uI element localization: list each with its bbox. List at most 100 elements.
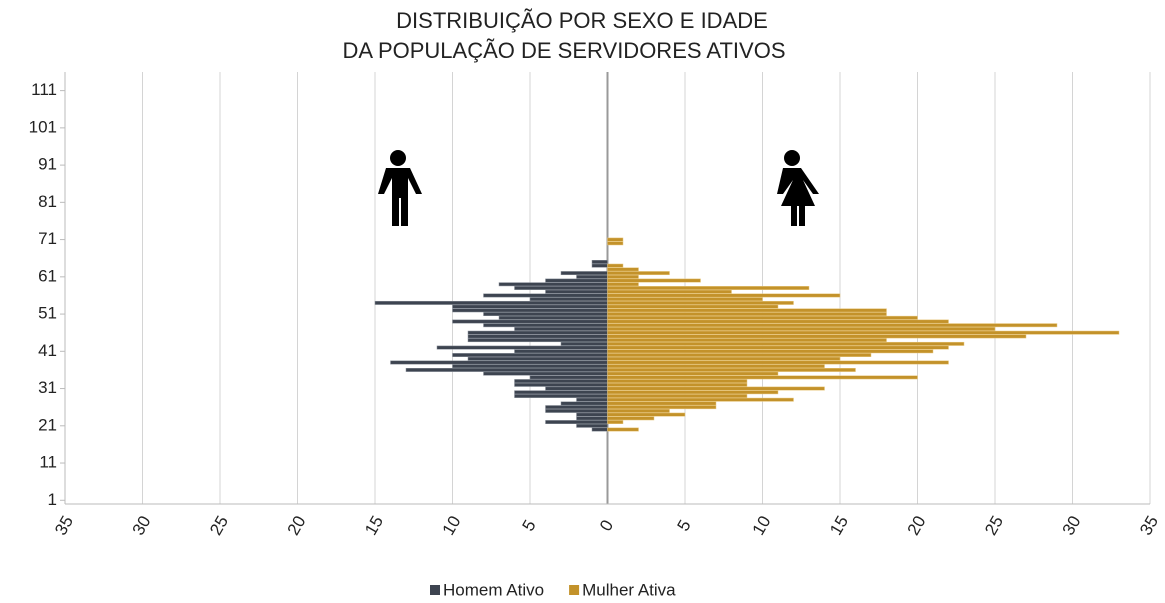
x-tick-label: 30 [1059,513,1085,539]
bar [607,341,965,346]
legend-swatch [430,585,440,595]
bar [591,260,608,264]
bar [467,338,608,343]
bar [607,360,949,365]
bar [467,356,608,361]
y-tick-label: 31 [38,378,57,397]
y-tick-label: 61 [38,266,57,285]
bar [607,315,918,320]
x-tick-label: 30 [129,513,155,539]
x-tick-label: 35 [1136,513,1162,539]
bar [607,427,639,432]
bar [514,349,608,354]
bar [576,423,608,428]
bar [545,405,608,410]
bar [607,382,748,387]
x-tick-label: 5 [674,517,695,535]
bar [545,386,608,391]
bar [607,323,1058,328]
bar [607,371,779,376]
bar [483,371,608,376]
bar [483,293,608,298]
y-tick-label: 51 [38,304,57,323]
bar [514,379,608,384]
bar [452,353,608,357]
bar [452,308,608,313]
y-tick-label: 21 [38,415,57,434]
bar [452,304,608,309]
y-tick-label: 81 [38,192,57,211]
chart-title: DA POPULAÇÃO DE SERVIDORES ATIVOS [343,38,786,63]
legend-label: Homem Ativo [443,580,544,599]
bar [607,300,794,305]
bar [607,412,686,417]
bar [607,312,887,316]
y-tick-label: 71 [38,229,57,248]
bar [607,416,655,421]
bar [607,293,841,298]
chart-title: DISTRIBUIÇÃO POR SEXO E IDADE [396,8,768,33]
bar [607,368,856,372]
bar [560,341,608,346]
bar [452,364,608,369]
man-icon [378,150,422,226]
bar [452,319,608,324]
bar [529,297,608,302]
bar [483,323,608,328]
x-tick-label: 15 [826,513,852,539]
bar [576,416,608,421]
bar [607,394,748,398]
bar [607,408,670,413]
woman-icon [777,150,819,226]
bar [607,241,624,246]
bar [514,286,608,290]
bar [607,364,825,369]
x-tick-label: 25 [206,513,232,539]
x-tick-label: 5 [519,517,540,535]
x-tick-label: 25 [981,513,1007,539]
bar [576,274,608,279]
bar [514,390,608,395]
bar [545,408,608,413]
bar [607,345,949,350]
x-tick-label: 10 [749,513,775,539]
legend-label: Mulher Ativa [582,580,676,599]
bar [607,274,639,279]
bar [607,237,624,242]
bar [467,334,608,339]
bar [545,278,608,283]
bar [607,397,794,402]
bar [607,282,639,287]
bar [607,304,779,309]
bar [529,375,608,380]
bar [607,356,841,361]
bar [607,386,825,391]
y-tick-label: 111 [31,80,57,99]
bar [405,368,608,372]
bar [436,345,608,350]
bar [498,315,608,320]
bar [607,349,934,354]
bar [607,263,624,268]
bar [607,353,872,357]
bar [607,286,810,290]
bar [514,327,608,331]
legend-swatch [569,585,580,595]
x-tick-label: 35 [51,513,77,539]
bar [607,405,717,410]
bar [607,330,1120,335]
bar [498,282,608,287]
bar [591,263,608,268]
bar [545,420,608,424]
bar [607,420,624,424]
y-tick-label: 1 [48,490,57,509]
y-tick-label: 101 [29,117,57,136]
bar [607,289,732,294]
bar [607,267,639,272]
bar [560,401,608,406]
bar [607,375,918,380]
bar [591,427,608,432]
bar [607,327,996,331]
